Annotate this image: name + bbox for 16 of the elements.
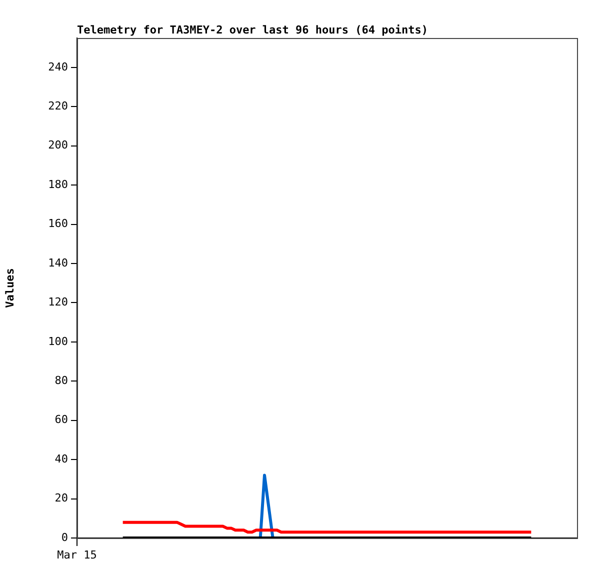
y-tick-label: 0 [61, 530, 68, 544]
y-tick-label: 220 [48, 99, 68, 112]
y-tick-label: 160 [48, 217, 68, 230]
y-axis-title: Values [3, 268, 16, 308]
y-tick-label: 20 [54, 492, 68, 505]
y-tick-label: 120 [48, 296, 68, 309]
chart-title: Telemetry for TA3MEY-2 over last 96 hours (64 points) [77, 23, 428, 36]
y-tick-label: 200 [48, 138, 68, 152]
x-tick-label: Mar 15 [57, 548, 97, 562]
y-tick-label: 60 [54, 413, 68, 426]
y-tick-label: 40 [54, 452, 68, 466]
y-tick-label: 140 [48, 256, 68, 270]
y-tick-label: 80 [54, 374, 68, 387]
y-tick-label: 180 [48, 178, 68, 191]
y-tick-label: 240 [48, 60, 68, 74]
y-tick-label: 100 [48, 334, 68, 348]
